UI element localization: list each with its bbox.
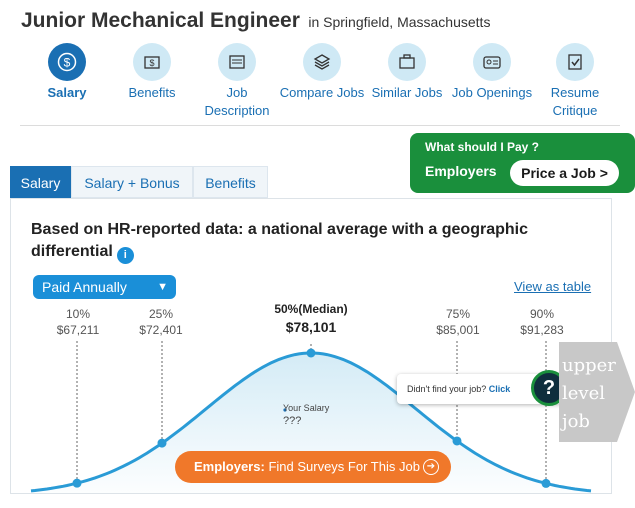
nav-label-benefits: Benefits (128, 85, 176, 100)
your-salary-label: Your Salary ??? (283, 403, 330, 427)
info-icon[interactable]: i (116, 247, 134, 264)
percentile-75-point (452, 436, 462, 446)
svg-text:$: $ (64, 56, 71, 70)
id-card-icon (473, 43, 511, 81)
tag-shape (559, 342, 635, 442)
nav-label-compare-jobs: Compare Jobs (279, 85, 365, 100)
employer-promo: What should I Pay ? Employers Price a Jo… (410, 133, 635, 193)
nav-item-resume-critique[interactable]: Resume Critique (530, 43, 620, 120)
nav-label-job-openings: Job Openings (451, 85, 533, 100)
your-salary-marker (283, 408, 287, 412)
tab-benefits[interactable]: Benefits (193, 166, 268, 198)
chevron-down-icon: ▼ (157, 281, 168, 293)
page-title: Junior Mechanical Engineer in Springfiel… (21, 9, 490, 33)
help-click-link[interactable]: Click (488, 384, 511, 394)
percentile-50: 50%(Median) $78,101 (274, 302, 348, 335)
percentile-25: 25% $72,401 (139, 307, 183, 337)
nav-item-benefits[interactable]: $ Benefits (107, 43, 197, 102)
job-title: Junior Mechanical Engineer (21, 9, 300, 32)
tab-salary[interactable]: Salary (10, 166, 71, 198)
percentile-25-point (157, 438, 167, 448)
tab-salary-bonus[interactable]: Salary + Bonus (71, 166, 193, 198)
nav-label-resume-critique: Resume Critique (550, 85, 600, 118)
percentile-90-point (541, 478, 551, 488)
section-nav: $ Salary $ Benefits Job Description Comp… (20, 43, 620, 123)
percentile-75: 75% $85,001 (436, 307, 480, 337)
percentile-50-point (306, 348, 316, 358)
find-surveys-button[interactable]: Employers: Find Surveys For This Job ➔ (175, 451, 451, 483)
svg-text:$: $ (149, 58, 154, 68)
salary-distribution-chart (30, 341, 593, 493)
percentile-10: 10% $67,211 (56, 307, 100, 337)
layers-icon (303, 43, 341, 81)
resume-check-icon (556, 43, 594, 81)
promo-question: What should I Pay ? (425, 140, 540, 154)
overlay-tag-text: upper level job (562, 355, 616, 432)
nav-label-salary: Salary (47, 85, 87, 100)
header-divider (20, 125, 620, 126)
nav-label-similar-jobs: Similar Jobs (371, 85, 443, 100)
nav-item-compare-jobs[interactable]: Compare Jobs (277, 43, 367, 102)
pay-period-select[interactable]: Paid Annually ▼ (33, 275, 176, 299)
nav-item-job-description[interactable]: Job Description (192, 43, 282, 120)
percentile-10-point (72, 478, 82, 488)
salary-panel: Based on HR-reported data: a national av… (10, 198, 612, 494)
wallet-icon: $ (133, 43, 171, 81)
overlay-tag: upper level job (559, 342, 635, 442)
panel-heading: Based on HR-reported data: a national av… (31, 219, 571, 264)
arrow-right-circle-icon: ➔ (423, 459, 439, 475)
view-as-table-link[interactable]: View as table (514, 279, 592, 294)
dollar-coin-icon: $ (48, 43, 86, 81)
job-location: in Springfield, Massachusetts (308, 14, 491, 30)
promo-employers-label: Employers (425, 163, 497, 179)
nav-item-salary[interactable]: $ Salary (22, 43, 112, 102)
nav-label-job-description: Job Description (204, 85, 270, 118)
nav-item-similar-jobs[interactable]: Similar Jobs (362, 43, 452, 102)
briefcase-icon (388, 43, 426, 81)
document-icon (218, 43, 256, 81)
percentile-90: 90% $91,283 (520, 307, 564, 337)
price-a-job-button[interactable]: Price a Job > (510, 160, 619, 186)
nav-item-job-openings[interactable]: Job Openings (447, 43, 537, 102)
